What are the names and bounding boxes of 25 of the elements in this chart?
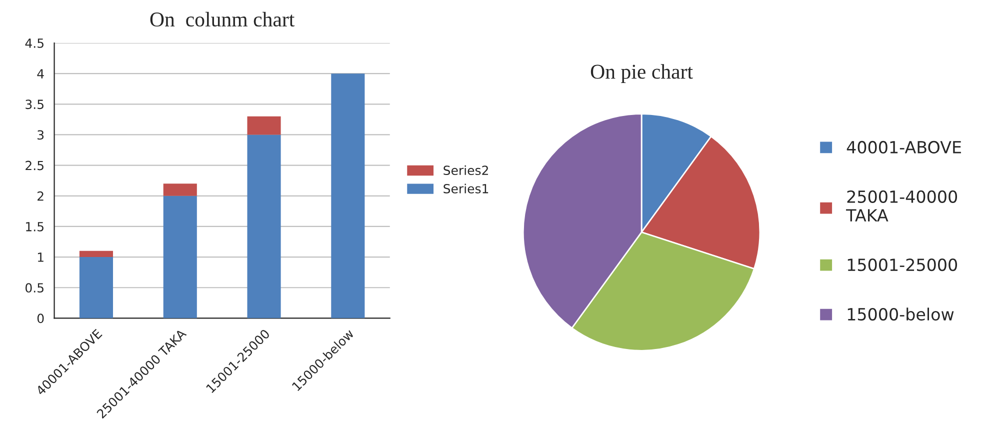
y-tick-label: 4.5 [25,38,44,48]
legend-label: Series1 [444,184,488,194]
legend-label: 40001-ABOVE [846,140,961,154]
bar [79,250,114,258]
y-tick-label: 4 [37,69,44,78]
legend-label: Series2 [444,165,488,176]
bar [163,184,197,196]
y-tick-label: 2.5 [26,160,44,170]
bar [247,116,281,135]
bar [331,74,365,318]
legend-label: 15001-25000 [848,258,958,272]
y-tick-label: 3.5 [26,100,44,110]
bar [79,257,114,318]
y-tick-label: 1 [38,252,44,262]
y-tick-label: 2 [38,191,44,201]
bar [163,196,197,318]
bar [247,134,281,318]
y-tick-label: 0 [37,314,44,324]
y-tick-label: 1.5 [26,222,44,232]
y-tick-label: 3 [38,130,44,140]
chart-title: On pie chart [590,64,693,84]
y-tick-label: 0.5 [26,283,44,293]
chart-title: On colunm chart [150,12,295,27]
legend-label: 25001-40000 TAKA [846,190,958,222]
legend-label: 15000-below [848,308,954,321]
